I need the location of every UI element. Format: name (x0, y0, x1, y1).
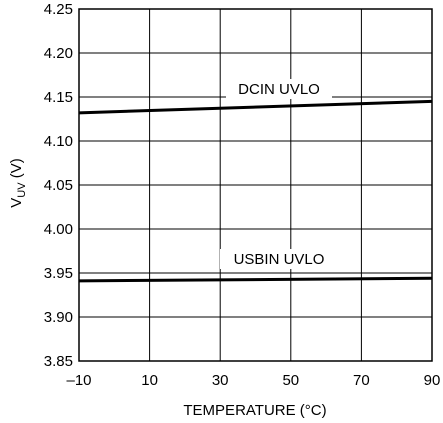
x-tick-label: 90 (424, 372, 441, 389)
tick-labels: 3.85 3.90 3.95 4.00 4.05 4.10 4.15 4.20 4.25 –10 1… (44, 1, 441, 389)
annotation-background (220, 249, 338, 269)
x-tick-label: 10 (141, 372, 158, 389)
y-tick-label: 4.05 (44, 177, 73, 194)
y-tick-label: 4.00 (44, 221, 73, 238)
y-tick-label: 4.20 (44, 45, 73, 62)
series-line (78, 99, 433, 115)
x-tick-label: 30 (212, 372, 229, 389)
annotations: DCIN UVLO USBIN UVLO (220, 79, 338, 269)
x-tick-label: –10 (66, 372, 91, 389)
annotation-background (226, 79, 332, 99)
y-axis-label: VUV (V) (8, 158, 28, 207)
series-lines (78, 99, 433, 283)
x-tick-label: 70 (353, 372, 370, 389)
series-annotation: DCIN UVLO (238, 81, 320, 98)
series-annotation: USBIN UVLO (234, 251, 325, 268)
plot-frame (78, 8, 433, 362)
x-axis-label: TEMPERATURE (°C) (183, 402, 326, 419)
y-tick-label: 3.90 (44, 309, 73, 326)
series-line (78, 276, 433, 283)
y-tick-label: 4.15 (44, 89, 73, 106)
y-tick-label: 4.10 (44, 133, 73, 150)
y-tick-label: 3.85 (44, 353, 73, 370)
y-tick-label: 4.25 (44, 1, 73, 18)
y-tick-label: 3.95 (44, 265, 73, 282)
grid (78, 8, 433, 362)
x-tick-label: 50 (282, 372, 299, 389)
